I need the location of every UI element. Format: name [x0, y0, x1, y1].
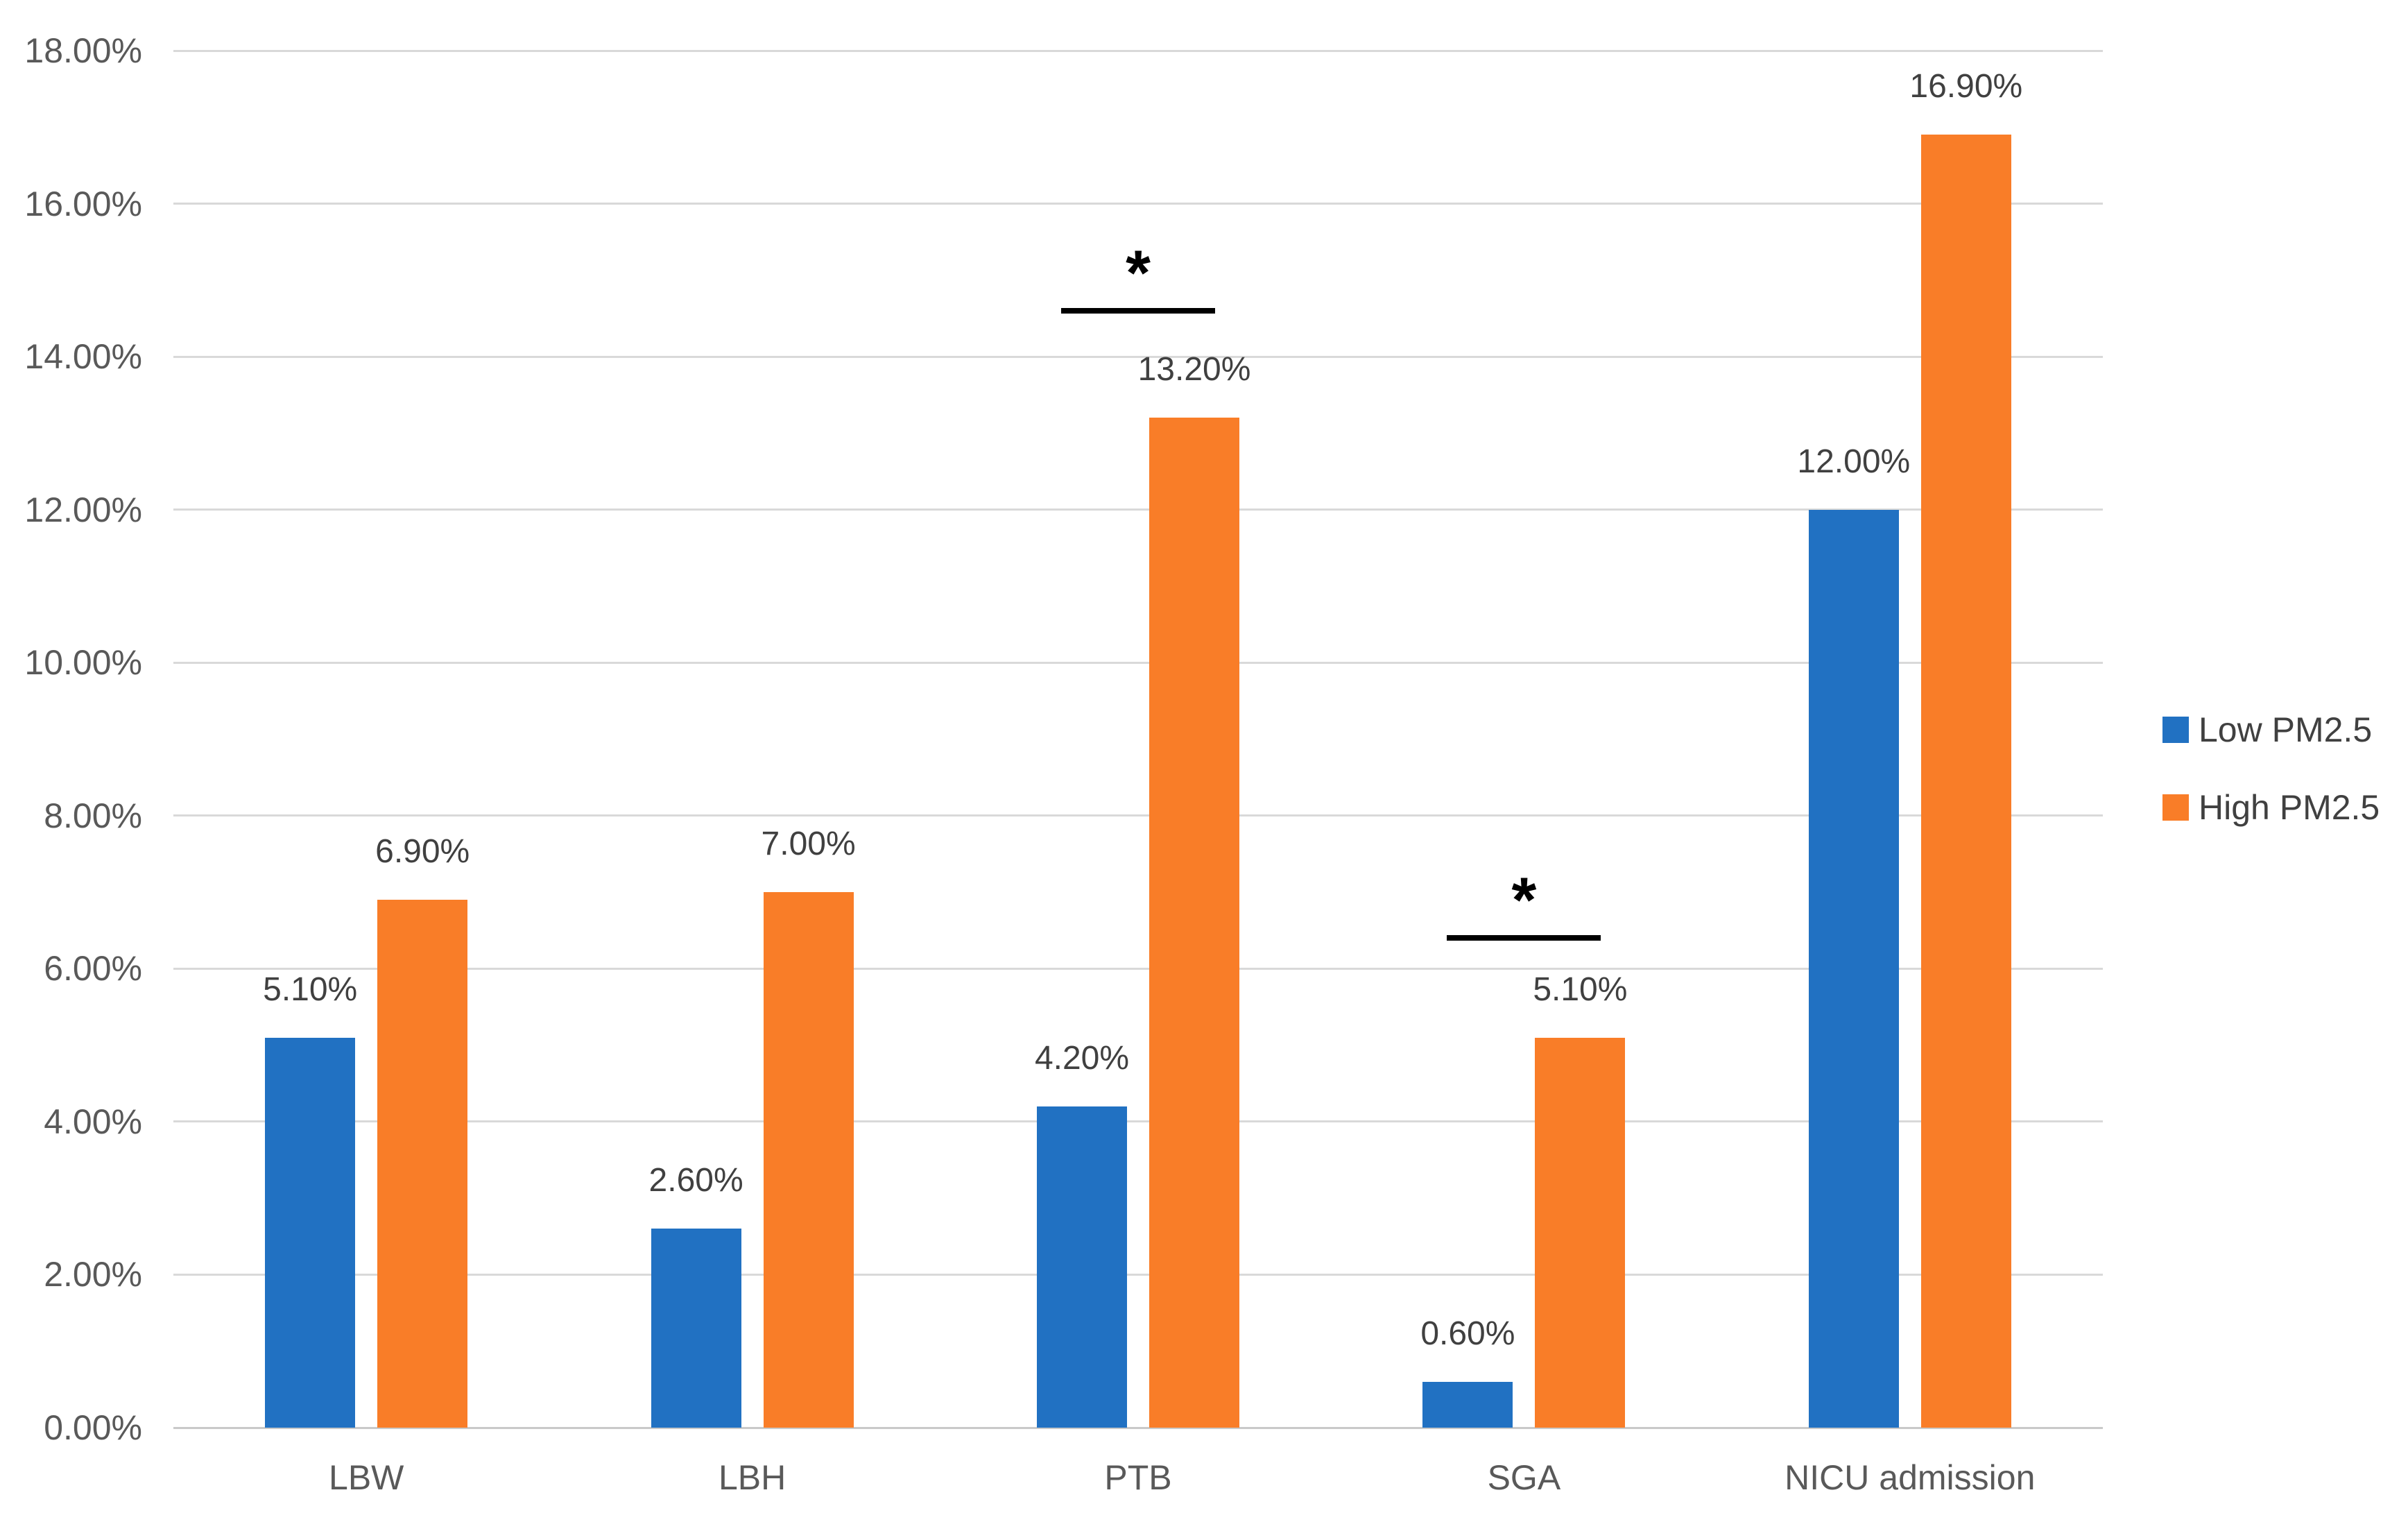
category-label: LBW [329, 1458, 404, 1497]
data-label: 2.60% [648, 1162, 743, 1199]
significance-star: * [1126, 237, 1151, 309]
legend-swatch-high-pm25-icon [2162, 794, 2189, 821]
category-label: SGA [1487, 1458, 1561, 1497]
y-axis-tick-label: 4.00% [44, 1102, 142, 1141]
legend-label-high-pm25: High PM2.5 [2199, 788, 2380, 827]
gridline [173, 967, 2103, 970]
y-axis-tick-label: 16.00% [24, 184, 142, 223]
gridline [173, 661, 2103, 664]
legend-item-low-pm25: Low PM2.5 [2162, 709, 2380, 751]
category-label: LBH [718, 1458, 786, 1497]
bar-lbh-high [763, 892, 854, 1428]
data-label: 4.20% [1034, 1040, 1130, 1077]
significance-line [1061, 307, 1215, 314]
y-axis-tick-label: 0.00% [44, 1408, 142, 1447]
data-label: 5.10% [263, 971, 358, 1008]
y-axis-tick-label: 14.00% [24, 337, 142, 377]
data-label: 16.90% [1909, 68, 2023, 105]
y-axis-tick-label: 10.00% [24, 643, 142, 683]
data-label: 6.90% [375, 833, 470, 870]
significance-line [1447, 935, 1601, 941]
y-axis-tick-label: 18.00% [24, 31, 142, 70]
bar-ptb-high [1149, 418, 1239, 1428]
y-axis-tick-label: 6.00% [44, 949, 142, 989]
bar-nicu-admission-low [1808, 510, 1899, 1428]
bar-nicu-admission-high [1920, 135, 2011, 1428]
legend-swatch-low-pm25-icon [2162, 717, 2189, 743]
bar-sga-high [1535, 1038, 1626, 1428]
data-label: 7.00% [761, 826, 856, 862]
gridline [173, 49, 2103, 52]
gridline [173, 814, 2103, 817]
legend-item-high-pm25: High PM2.5 [2162, 787, 2380, 828]
gridline [173, 508, 2103, 511]
bar-ptb-low [1037, 1106, 1127, 1428]
bar-lbw-high [377, 900, 468, 1428]
data-label: 12.00% [1797, 443, 1911, 480]
gridline [173, 1273, 2103, 1276]
y-axis-tick-label: 2.00% [44, 1255, 142, 1294]
category-label: NICU admission [1785, 1458, 2036, 1497]
gridline [173, 355, 2103, 358]
y-axis-tick-label: 8.00% [44, 796, 142, 835]
bar-lbh-low [651, 1229, 741, 1428]
significance-star: * [1511, 865, 1537, 937]
legend-label-low-pm25: Low PM2.5 [2199, 710, 2373, 749]
gridline [173, 203, 2103, 205]
x-axis-line [173, 1426, 2103, 1429]
y-axis-tick-label: 12.00% [24, 490, 142, 529]
category-label: PTB [1104, 1458, 1172, 1497]
data-label: 13.20% [1137, 351, 1251, 388]
bar-sga-low [1422, 1382, 1513, 1428]
data-label: 0.60% [1420, 1315, 1515, 1352]
chart-legend: Low PM2.5 High PM2.5 [2162, 709, 2380, 828]
data-label: 5.10% [1533, 971, 1628, 1008]
bar-lbw-low [265, 1038, 356, 1428]
gridline [173, 1120, 2103, 1123]
